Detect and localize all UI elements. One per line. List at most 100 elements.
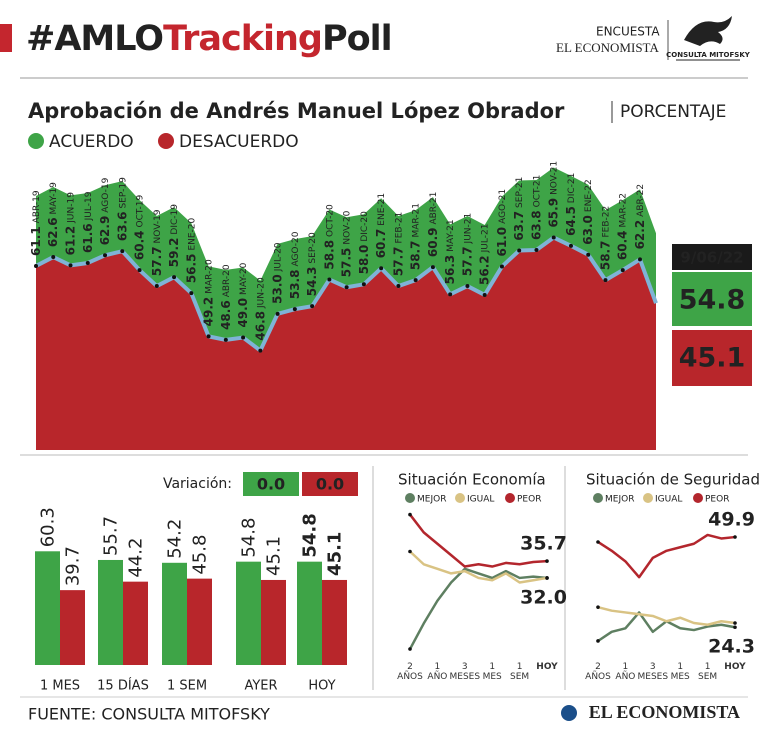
point-label: 60.4 OCT-19 — [132, 194, 146, 260]
bar — [123, 581, 148, 665]
value-label: 63.0 — [581, 215, 595, 245]
agree-area — [36, 167, 656, 351]
series-line — [409, 513, 548, 568]
legend-label: IGUAL — [655, 495, 682, 505]
date-label: ENE-21 — [377, 193, 387, 226]
point-label: 62.6 MAY-19 — [46, 182, 60, 247]
point — [275, 311, 280, 316]
end-label: 49.9 — [708, 509, 755, 531]
point — [620, 268, 625, 273]
value-label: 63.8 — [529, 210, 543, 240]
point-label: 61.6 JUL-19 — [80, 191, 94, 253]
main-title: #AMLOTrackingPoll — [26, 19, 392, 59]
x-tick-label: 15 DÍAS — [97, 678, 149, 694]
legend-label: PEOR — [705, 495, 729, 505]
x-tick-label: 1 AÑO — [427, 662, 448, 682]
date-label: ABR-20 — [221, 264, 231, 297]
point — [68, 263, 73, 268]
point — [34, 263, 38, 268]
title-part: Poll — [322, 19, 392, 59]
value-label: 60.9 — [425, 228, 439, 258]
legend-label: DESACUERDO — [179, 132, 299, 152]
point-label: 57.7JUN-21 — [460, 213, 474, 276]
date-label: AGO-19 — [101, 177, 111, 212]
point — [534, 247, 539, 252]
date-label: DIC-20 — [359, 211, 369, 242]
x-tick-label: 1 SEM — [167, 679, 207, 694]
point-label: 63.0 ENE-22 — [581, 179, 595, 244]
value-label: 58.7 — [408, 241, 422, 271]
point-label: 48.6 ABR-20 — [218, 264, 232, 330]
value-label: 46.8 — [253, 311, 267, 341]
value-label: 60.7 — [374, 229, 388, 259]
publisher-logo — [561, 705, 577, 721]
legend-swatch — [158, 133, 174, 149]
point-label: 60.4 MAR-22 — [615, 193, 629, 260]
x-tick-label: 1 MES — [40, 679, 80, 694]
title-part: #AMLO — [26, 19, 163, 59]
value-label: 59.2 — [167, 238, 181, 268]
value-label: 53.0 — [270, 274, 284, 304]
point — [172, 275, 177, 280]
bar — [261, 579, 286, 665]
date-label: ABR-21 — [428, 192, 438, 225]
series-line — [408, 567, 548, 650]
value-label: 57.7 — [460, 246, 474, 276]
date-label: DIC-19 — [170, 204, 180, 235]
pollster-logo — [684, 16, 732, 46]
value-label: 54.2 — [164, 519, 185, 559]
value-label: 62.2 — [633, 220, 647, 250]
point — [430, 265, 435, 270]
end-point — [545, 559, 549, 563]
date-label: AGO-20 — [290, 231, 300, 266]
disagree-box — [672, 330, 752, 386]
point — [551, 235, 556, 240]
agree-value: 54.8 — [679, 285, 746, 316]
point-label: 61.2 JUN-19 — [63, 192, 77, 256]
value-label: 62.6 — [46, 217, 60, 247]
point-label: 58.0 DIC-20 — [356, 211, 370, 274]
point-label: 53.0 JUL-20 — [270, 242, 284, 304]
footer-publisher: EL ECONOMISTA — [589, 702, 740, 722]
value-label: 61.6 — [80, 223, 94, 253]
value-label: 45.1 — [325, 532, 346, 576]
value-label: 54.8 — [300, 513, 321, 557]
series-line — [597, 605, 736, 627]
point — [223, 337, 228, 342]
x-tick-label: HOY — [724, 662, 746, 672]
value-label: 57.5 — [339, 248, 353, 278]
legend-swatch — [593, 493, 603, 503]
point-label: 63.6 SEP-19 — [115, 177, 129, 241]
disagree-area — [36, 237, 656, 450]
point-label: 62.9 AGO-19 — [98, 177, 112, 245]
date-label: JUN-19 — [66, 192, 76, 224]
x-tick-label: HOY — [308, 679, 335, 694]
date-label: NOV-19 — [152, 209, 162, 243]
point-label: 60.9 ABR-21 — [425, 192, 439, 258]
point-label: 64.5 DIC-21 — [563, 173, 577, 236]
date-label: SEP-20 — [308, 232, 318, 264]
value-label: 60.4 — [132, 230, 146, 260]
bar — [187, 578, 212, 665]
point-label: 61.0 AGO-21 — [494, 189, 508, 257]
publisher-label: EL ECONOMISTA — [556, 40, 659, 55]
point — [51, 255, 56, 260]
point — [137, 268, 142, 273]
date-label: JUL-19 — [83, 191, 93, 221]
legend-label: IGUAL — [467, 495, 494, 505]
legend-swatch — [505, 493, 515, 503]
point — [206, 334, 211, 339]
x-tick-label: 3 MESES — [449, 662, 481, 682]
point-label: 57.5 NOV-20 — [339, 210, 353, 277]
point-label: 61.1 ABR-19 — [29, 190, 43, 256]
legend-label: MEJOR — [417, 495, 446, 505]
bar — [236, 561, 261, 665]
point — [120, 249, 125, 254]
title-part: Tracking — [163, 19, 322, 59]
value-label: 55.7 — [101, 516, 122, 556]
value-label: 60.4 — [615, 230, 629, 260]
point-label: 58.7 FEB-22 — [598, 206, 612, 270]
point-label: 58.8 OCT-20 — [322, 204, 336, 270]
agree-box — [672, 272, 752, 326]
